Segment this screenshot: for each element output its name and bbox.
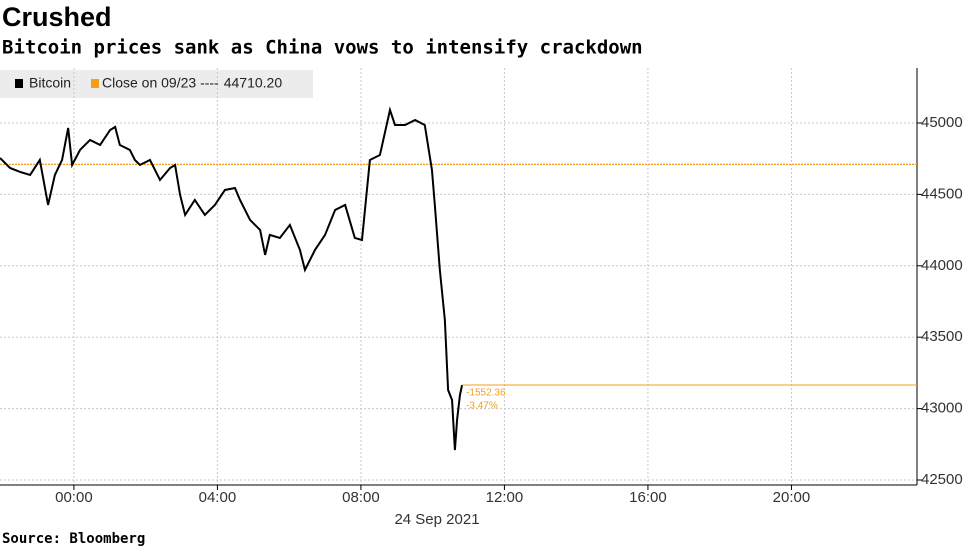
y-tick-label: 45000	[921, 114, 963, 131]
chart-subtitle: Bitcoin prices sank as China vows to int…	[2, 37, 643, 59]
legend-label: Close on 09/23 ----	[102, 75, 219, 91]
legend-swatch	[91, 79, 99, 88]
y-tick-label: 42500	[921, 471, 963, 488]
price-line	[0, 106, 464, 451]
legend-label: Bitcoin	[29, 75, 71, 91]
x-tick-label: 00:00	[55, 489, 93, 506]
x-tick-label: 12:00	[486, 489, 524, 506]
y-tick-label: 44500	[921, 185, 963, 202]
x-tick-label: 04:00	[199, 489, 237, 506]
y-tick-label: 43500	[921, 328, 963, 345]
annotation: -3.47%	[466, 401, 498, 412]
y-tick-label: 43000	[921, 400, 963, 417]
x-tick-label: 20:00	[773, 489, 811, 506]
source: Source: Bloomberg	[2, 531, 145, 547]
legend-value: 44710.20	[224, 75, 283, 91]
y-tick-label: 44000	[921, 257, 963, 274]
chart-title: Crushed	[2, 2, 112, 32]
legend-swatch	[15, 79, 23, 88]
annotation: -1552.36	[466, 388, 506, 399]
x-tick-label: 08:00	[342, 489, 380, 506]
legend-box	[0, 70, 313, 98]
x-tick-label: 16:00	[629, 489, 667, 506]
x-axis-label: 24 Sep 2021	[394, 511, 479, 528]
